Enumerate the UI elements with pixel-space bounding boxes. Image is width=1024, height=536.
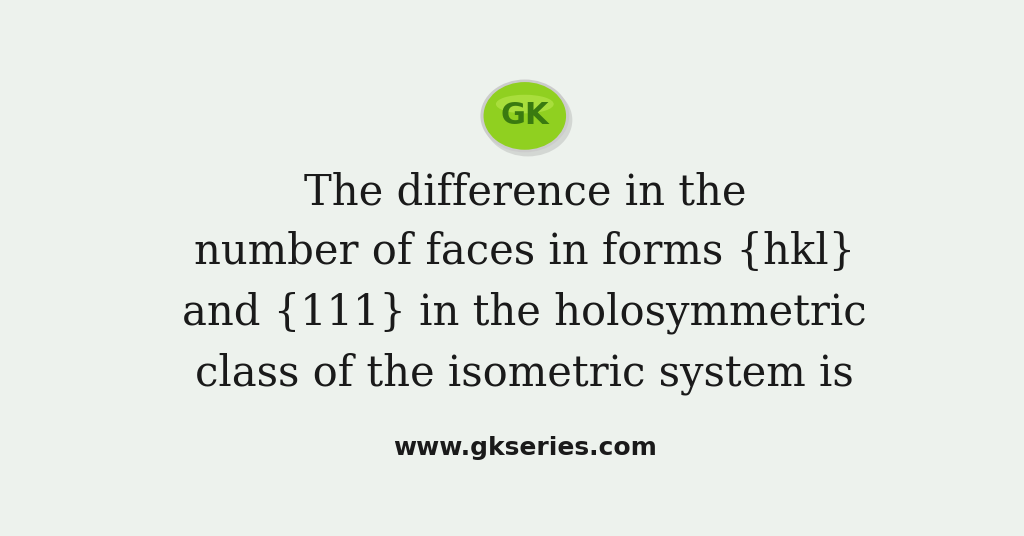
- Text: www.gkseries.com: www.gkseries.com: [393, 436, 656, 460]
- Ellipse shape: [496, 95, 554, 114]
- Ellipse shape: [483, 82, 566, 150]
- Text: The difference in the
number of faces in forms {hkl}
and {111} in the holosymmet: The difference in the number of faces in…: [182, 172, 867, 395]
- Ellipse shape: [480, 79, 569, 152]
- Ellipse shape: [483, 84, 572, 157]
- Text: GK: GK: [501, 101, 549, 130]
